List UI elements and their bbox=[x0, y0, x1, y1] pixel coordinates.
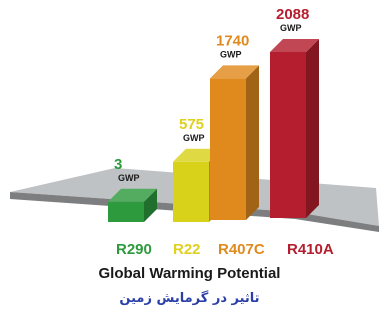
category-label-r22: R22 bbox=[173, 241, 201, 258]
chart-subtitle: تاثیر در گرمایش زمین bbox=[119, 291, 260, 306]
bar-top-r22 bbox=[173, 148, 222, 162]
bar-front-r290 bbox=[108, 201, 144, 222]
bar-top-r407c bbox=[210, 65, 259, 79]
bar-front-r410a bbox=[270, 52, 306, 218]
bar-side-r407c bbox=[246, 65, 259, 220]
category-label-r410a: R410A bbox=[287, 241, 334, 258]
bar-side-r290 bbox=[144, 188, 157, 222]
bar-front-r22 bbox=[173, 161, 209, 222]
bar-side-r410a bbox=[306, 39, 319, 218]
category-label-r290: R290 bbox=[116, 241, 152, 258]
bar-top-r290 bbox=[108, 188, 157, 202]
bar-top-r410a bbox=[270, 39, 319, 52]
value-label-r22: 575 bbox=[179, 116, 204, 133]
unit-label-r407c: GWP bbox=[220, 49, 242, 59]
bar-r410a bbox=[270, 39, 319, 218]
value-label-r410a: 2088 bbox=[276, 6, 309, 23]
bar-r290 bbox=[108, 188, 157, 222]
bars bbox=[108, 39, 319, 222]
bar-front-r407c bbox=[210, 78, 246, 220]
unit-label-r410a: GWP bbox=[280, 23, 302, 33]
unit-label-r22: GWP bbox=[183, 133, 205, 143]
value-label-r407c: 1740 bbox=[216, 32, 249, 49]
bar-r407c bbox=[210, 65, 259, 220]
platform-edge bbox=[10, 192, 379, 232]
unit-label-r290: GWP bbox=[118, 173, 140, 183]
chart-title: Global Warming Potential bbox=[98, 265, 281, 282]
category-label-r407c: R407C bbox=[218, 241, 265, 258]
value-label-r290: 3 bbox=[114, 156, 122, 173]
